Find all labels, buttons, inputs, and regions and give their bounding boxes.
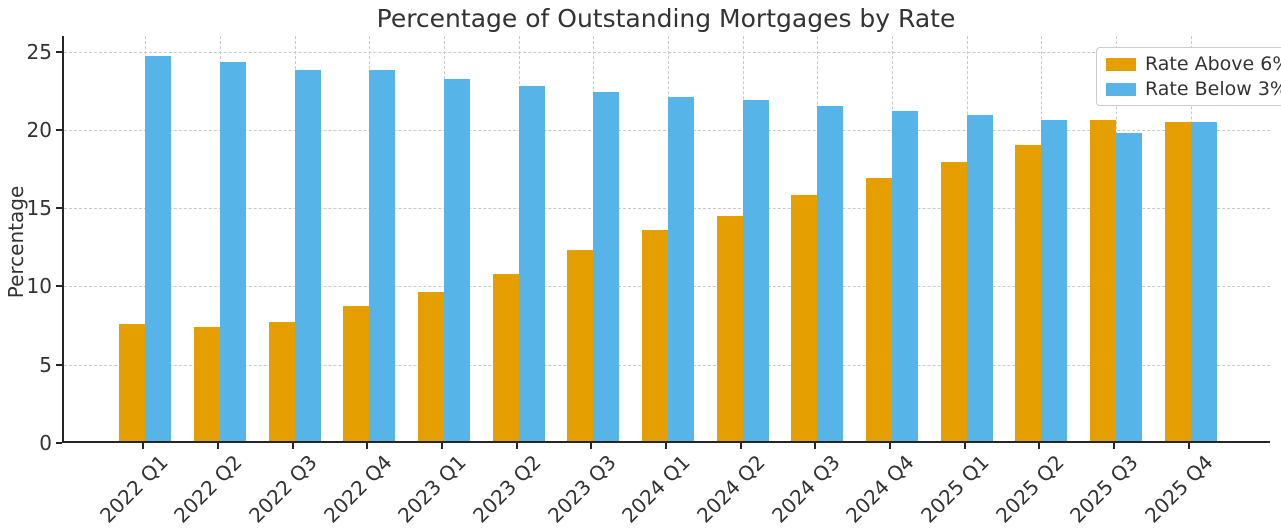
x-tick-mark	[291, 443, 294, 449]
y-axis-label: Percentage	[4, 185, 28, 299]
bar-rate-below-3	[593, 91, 620, 441]
bar-rate-above-6	[1089, 120, 1116, 441]
x-tick-mark	[1187, 443, 1190, 449]
bar-rate-below-3	[891, 110, 918, 441]
bar-rate-below-3	[742, 99, 769, 441]
bar-rate-above-6	[343, 306, 370, 441]
x-tick-mark	[888, 443, 891, 449]
x-tick-label: 2024 Q2	[691, 450, 770, 528]
x-tick-mark	[142, 443, 145, 449]
bar-rate-below-3	[369, 70, 396, 441]
x-tick-mark	[440, 443, 443, 449]
x-tick-label: 2024 Q1	[617, 450, 695, 528]
x-tick-mark	[216, 443, 219, 449]
x-tick-label: 2022 Q4	[318, 450, 397, 528]
x-tick-label: 2023 Q2	[467, 450, 546, 528]
bar-rate-above-6	[716, 215, 743, 441]
x-tick-mark	[739, 443, 742, 449]
bar-rate-below-3	[1190, 121, 1217, 441]
y-tick-label: 25	[26, 39, 52, 64]
x-tick-label: 2023 Q1	[393, 450, 471, 528]
x-tick-label: 2025 Q3	[1065, 450, 1143, 528]
legend: Rate Above 6% Rate Below 3%	[1096, 47, 1281, 106]
x-tick-mark	[664, 443, 667, 449]
bar-rate-below-3	[518, 85, 545, 441]
y-tick-label: 15	[26, 196, 52, 221]
bar-rate-below-3	[294, 70, 321, 441]
bar-rate-above-6	[865, 178, 892, 441]
bar-rate-above-6	[791, 195, 818, 441]
y-tick-label: 10	[26, 274, 52, 299]
bar-rate-above-6	[641, 229, 668, 441]
legend-label-rate-below-3: Rate Below 3%	[1145, 78, 1281, 100]
x-tick-label: 2025 Q4	[1139, 450, 1218, 528]
x-tick-label: 2022 Q2	[169, 450, 247, 528]
bar-rate-below-3	[966, 115, 993, 441]
bar-rate-below-3	[443, 79, 470, 441]
bar-rate-above-6	[417, 292, 444, 441]
y-tick-mark	[56, 128, 62, 131]
bar-rate-below-3	[219, 62, 246, 441]
y-tick-mark	[56, 207, 62, 210]
y-tick-label: 5	[39, 352, 52, 377]
gridline-horizontal	[64, 51, 1270, 53]
chart-title: Percentage of Outstanding Mortgages by R…	[376, 4, 956, 33]
x-tick-mark	[1038, 443, 1041, 449]
x-tick-label: 2025 Q1	[915, 450, 994, 528]
y-tick-mark	[56, 442, 62, 444]
gridline-horizontal	[64, 208, 1270, 210]
bar-rate-above-6	[492, 273, 519, 441]
bar-rate-below-3	[1041, 120, 1068, 441]
bar-rate-above-6	[268, 322, 295, 441]
bar-rate-above-6	[193, 326, 220, 441]
rate-below-3-swatch	[1106, 82, 1136, 96]
y-tick-label: 0	[39, 431, 52, 455]
legend-item-rate-below-3: Rate Below 3%	[1106, 78, 1281, 100]
bar-rate-above-6	[1015, 145, 1042, 441]
plot-area	[62, 36, 1270, 443]
legend-label-rate-above-6: Rate Above 6%	[1145, 53, 1281, 75]
y-tick-mark	[56, 50, 62, 53]
y-tick-mark	[56, 363, 62, 366]
x-tick-mark	[515, 443, 518, 449]
legend-item-rate-above-6: Rate Above 6%	[1106, 53, 1281, 75]
bar-rate-below-3	[667, 96, 694, 441]
gridline-horizontal	[64, 129, 1270, 131]
x-tick-mark	[590, 443, 593, 449]
y-tick-mark	[56, 285, 62, 288]
y-tick-label: 20	[26, 117, 52, 142]
bar-rate-below-3	[817, 106, 844, 441]
x-tick-label: 2024 Q3	[766, 450, 845, 528]
x-tick-label: 2023 Q3	[542, 450, 621, 528]
bar-rate-above-6	[567, 250, 594, 441]
rate-above-6-swatch	[1106, 57, 1136, 71]
bar-rate-above-6	[119, 323, 146, 441]
x-tick-label: 2022 Q3	[244, 450, 322, 528]
x-tick-label: 2022 Q1	[94, 450, 173, 528]
x-tick-mark	[366, 443, 369, 449]
x-tick-label: 2025 Q2	[990, 450, 1069, 528]
bar-rate-above-6	[940, 162, 967, 441]
bar-rate-above-6	[1164, 121, 1191, 441]
x-tick-mark	[963, 443, 966, 449]
x-tick-label: 2024 Q4	[841, 450, 919, 528]
x-tick-mark	[814, 443, 817, 449]
x-tick-mark	[1112, 443, 1115, 449]
bar-rate-below-3	[1115, 132, 1142, 441]
bar-rate-below-3	[145, 55, 172, 441]
